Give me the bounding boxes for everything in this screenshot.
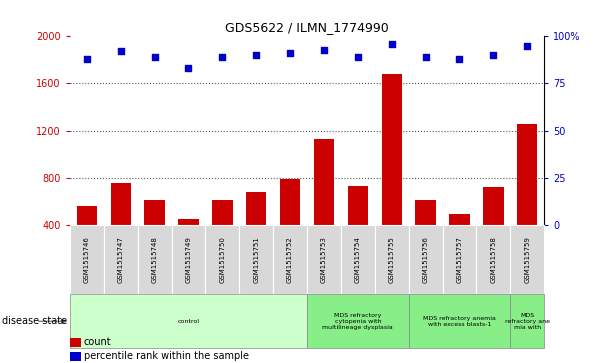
Text: GSM1515758: GSM1515758	[490, 236, 496, 283]
Text: GSM1515746: GSM1515746	[84, 236, 90, 283]
Bar	[415, 200, 436, 272]
Text: GSM1515750: GSM1515750	[219, 236, 226, 283]
Bar	[246, 192, 266, 272]
Bar	[510, 225, 544, 294]
Text: GSM1515757: GSM1515757	[457, 236, 463, 283]
Bar	[517, 123, 537, 272]
Bar	[341, 225, 375, 294]
Bar	[409, 294, 510, 348]
Point	[319, 46, 329, 52]
Bar	[280, 179, 300, 272]
Bar	[382, 74, 402, 272]
Point	[285, 50, 295, 56]
Text: count: count	[84, 337, 111, 347]
Point	[353, 54, 363, 60]
Text: GSM1515749: GSM1515749	[185, 236, 192, 283]
Bar	[70, 294, 307, 348]
Text: MDS refractory
cytopenia with
multilineage dysplasia: MDS refractory cytopenia with multilinea…	[322, 313, 393, 330]
Bar	[77, 206, 97, 272]
Point	[150, 54, 159, 60]
Bar	[212, 200, 232, 272]
Point	[251, 52, 261, 58]
Bar	[449, 215, 469, 272]
Title: GDS5622 / ILMN_1774990: GDS5622 / ILMN_1774990	[225, 21, 389, 34]
Point	[488, 52, 498, 58]
Point	[218, 54, 227, 60]
Text: GSM1515756: GSM1515756	[423, 236, 429, 283]
Bar	[477, 225, 510, 294]
Text: percentile rank within the sample: percentile rank within the sample	[84, 351, 249, 362]
Point	[184, 65, 193, 71]
Point	[522, 43, 532, 49]
Bar	[178, 219, 199, 272]
Bar	[137, 225, 171, 294]
Bar	[307, 225, 341, 294]
Text: disease state: disease state	[2, 316, 67, 326]
Bar	[314, 139, 334, 272]
Bar	[111, 183, 131, 272]
Bar	[510, 294, 544, 348]
Bar	[375, 225, 409, 294]
Bar	[483, 187, 503, 272]
Bar	[307, 294, 409, 348]
Bar	[273, 225, 307, 294]
Bar	[70, 225, 104, 294]
Text: GSM1515747: GSM1515747	[118, 236, 124, 283]
Text: GSM1515748: GSM1515748	[151, 236, 157, 283]
Point	[116, 49, 126, 54]
Point	[82, 56, 92, 62]
Text: MDS
refractory ane
mia with: MDS refractory ane mia with	[505, 313, 550, 330]
Point	[455, 56, 465, 62]
Bar	[206, 225, 240, 294]
Bar	[443, 225, 477, 294]
Text: GSM1515759: GSM1515759	[524, 236, 530, 283]
Text: GSM1515755: GSM1515755	[389, 236, 395, 283]
Bar	[171, 225, 206, 294]
Text: GSM1515753: GSM1515753	[321, 236, 327, 283]
Bar	[348, 186, 368, 272]
Text: MDS refractory anemia
with excess blasts-1: MDS refractory anemia with excess blasts…	[423, 316, 496, 327]
Point	[421, 54, 430, 60]
Text: GSM1515752: GSM1515752	[287, 236, 293, 283]
Point	[387, 41, 396, 47]
Bar	[145, 200, 165, 272]
Bar	[240, 225, 273, 294]
Bar	[104, 225, 137, 294]
Bar	[409, 225, 443, 294]
Text: GSM1515751: GSM1515751	[253, 236, 259, 283]
Text: control: control	[178, 319, 199, 324]
Text: GSM1515754: GSM1515754	[355, 236, 361, 283]
